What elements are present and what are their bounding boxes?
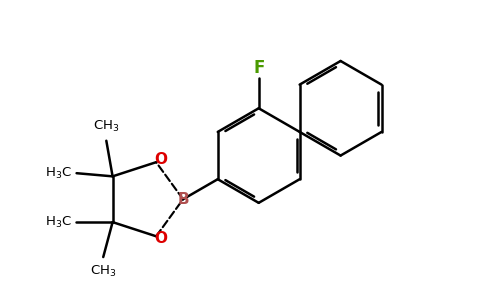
Text: O: O	[154, 231, 167, 246]
Text: H$_3$C: H$_3$C	[45, 214, 72, 230]
Text: B: B	[177, 192, 189, 207]
Text: O: O	[154, 152, 167, 167]
Text: CH$_3$: CH$_3$	[93, 119, 120, 134]
Text: H$_3$C: H$_3$C	[45, 166, 72, 181]
Text: CH$_3$: CH$_3$	[90, 264, 117, 279]
Text: F: F	[253, 59, 264, 77]
